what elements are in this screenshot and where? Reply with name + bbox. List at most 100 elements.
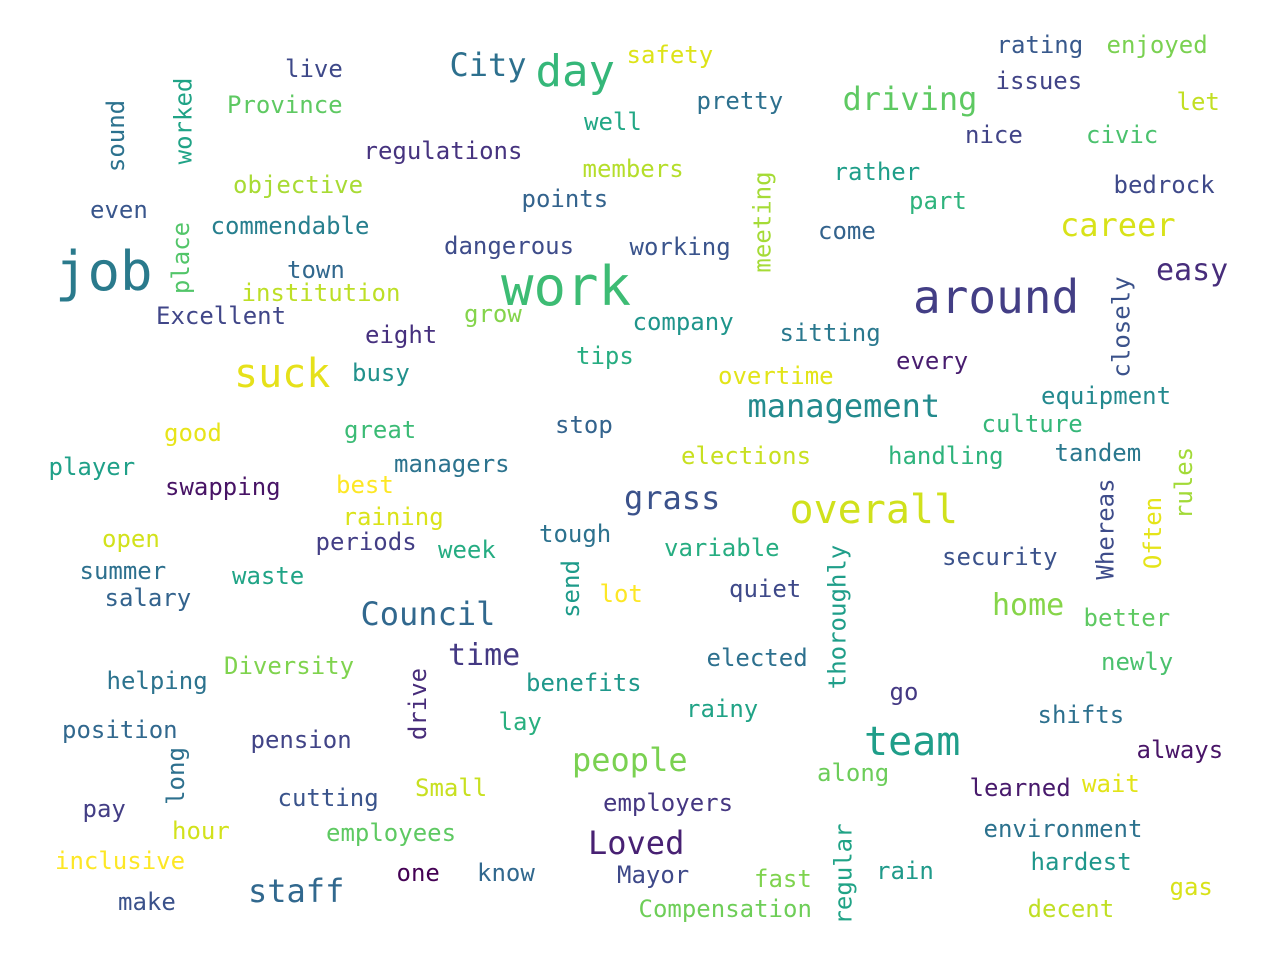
word-points: points [521, 185, 609, 213]
word-better: better [1083, 604, 1171, 632]
word-live: live [285, 55, 343, 83]
word-grow: grow [464, 300, 522, 328]
word-go: go [889, 678, 919, 706]
word-employers: employers [603, 789, 734, 817]
word-thoroughly: thoroughly [822, 544, 851, 690]
word-tandem: tandem [1054, 439, 1142, 467]
word-easy: easy [1156, 253, 1229, 288]
word-summer: summer [79, 557, 167, 585]
word-pay: pay [82, 795, 126, 823]
word-overall: overall [789, 487, 959, 533]
word-place: place [167, 221, 196, 295]
word-quiet: quiet [729, 575, 802, 603]
word-week: week [438, 536, 496, 564]
word-rules: rules [1170, 446, 1199, 520]
word-come: come [818, 217, 876, 245]
word-regular: regular [829, 823, 858, 925]
word-rather: rather [833, 158, 921, 186]
word-newly: newly [1101, 648, 1174, 676]
word-shifts: shifts [1037, 701, 1125, 729]
word-driving: driving [842, 80, 978, 118]
word-small: Small [415, 774, 488, 802]
word-loved: Loved [588, 824, 685, 862]
word-know: know [477, 859, 535, 887]
word-position: position [62, 716, 178, 744]
word-compensation: Compensation [638, 895, 812, 923]
word-well: well [584, 108, 642, 136]
word-whereas: Whereas [1091, 478, 1120, 580]
word-objective: objective [233, 171, 364, 199]
word-hour: hour [172, 817, 230, 845]
word-overtime: overtime [718, 362, 834, 390]
word-benefits: benefits [526, 669, 642, 697]
word-security: security [942, 543, 1058, 571]
word-nice: nice [965, 121, 1023, 149]
word-make: make [118, 888, 176, 916]
word-city: City [449, 46, 527, 84]
word-wait: wait [1082, 770, 1140, 798]
word-bedrock: bedrock [1113, 171, 1215, 199]
word-time: time [448, 638, 521, 673]
word-busy: busy [352, 359, 410, 387]
word-great: great [344, 416, 417, 444]
word-council: Council [360, 595, 496, 633]
word-people: people [572, 741, 688, 779]
word-worked: worked [168, 77, 197, 165]
word-rain: rain [876, 857, 934, 885]
word-drive: drive [404, 667, 433, 741]
word-best: best [336, 471, 394, 499]
word-handling: handling [888, 442, 1004, 470]
word-regulations: regulations [363, 137, 523, 165]
word-mayor: Mayor [617, 861, 690, 889]
word-closely: closely [1107, 276, 1136, 378]
word-part: part [909, 187, 967, 215]
word-learned: learned [969, 774, 1071, 802]
word-always: always [1136, 736, 1224, 764]
word-elections: elections [681, 442, 812, 470]
word-grass: grass [624, 479, 721, 517]
word-work: work [501, 255, 632, 318]
word-culture: culture [981, 410, 1083, 438]
word-good: good [164, 419, 222, 447]
word-company: company [632, 308, 734, 336]
word-meeting: meeting [748, 171, 777, 273]
word-lay: lay [498, 708, 542, 736]
word-province: Province [227, 91, 343, 119]
word-open: open [102, 525, 160, 553]
word-safety: safety [626, 41, 714, 69]
word-variable: variable [664, 534, 780, 562]
word-equipment: equipment [1041, 382, 1172, 410]
word-home: home [992, 588, 1065, 623]
word-hardest: hardest [1030, 848, 1132, 876]
word-raining: raining [342, 503, 444, 531]
word-rainy: rainy [686, 695, 759, 723]
word-elected: elected [706, 644, 808, 672]
word-sitting: sitting [779, 319, 881, 347]
word-tips: tips [576, 342, 634, 370]
word-team: team [864, 719, 961, 765]
word-lot: lot [599, 580, 643, 608]
word-even: even [90, 196, 148, 224]
word-swapping: swapping [165, 473, 281, 501]
word-diversity: Diversity [224, 652, 355, 680]
word-town: town [287, 256, 345, 284]
word-long: long [161, 747, 190, 805]
word-fast: fast [754, 865, 812, 893]
word-waste: waste [232, 562, 305, 590]
word-suck: suck [234, 351, 331, 397]
word-helping: helping [106, 667, 208, 695]
word-around: around [913, 270, 1080, 324]
word-inclusive: inclusive [55, 847, 186, 875]
word-employees: employees [326, 819, 457, 847]
word-excellent: Excellent [156, 302, 287, 330]
word-one: one [396, 859, 440, 887]
word-salary: salary [104, 584, 192, 612]
word-player: player [48, 453, 136, 481]
word-let: let [1176, 88, 1220, 116]
word-send: send [556, 560, 585, 618]
word-commendable: commendable [210, 212, 370, 240]
word-eight: eight [365, 321, 438, 349]
word-stop: stop [555, 411, 613, 439]
word-sound: sound [102, 99, 131, 173]
